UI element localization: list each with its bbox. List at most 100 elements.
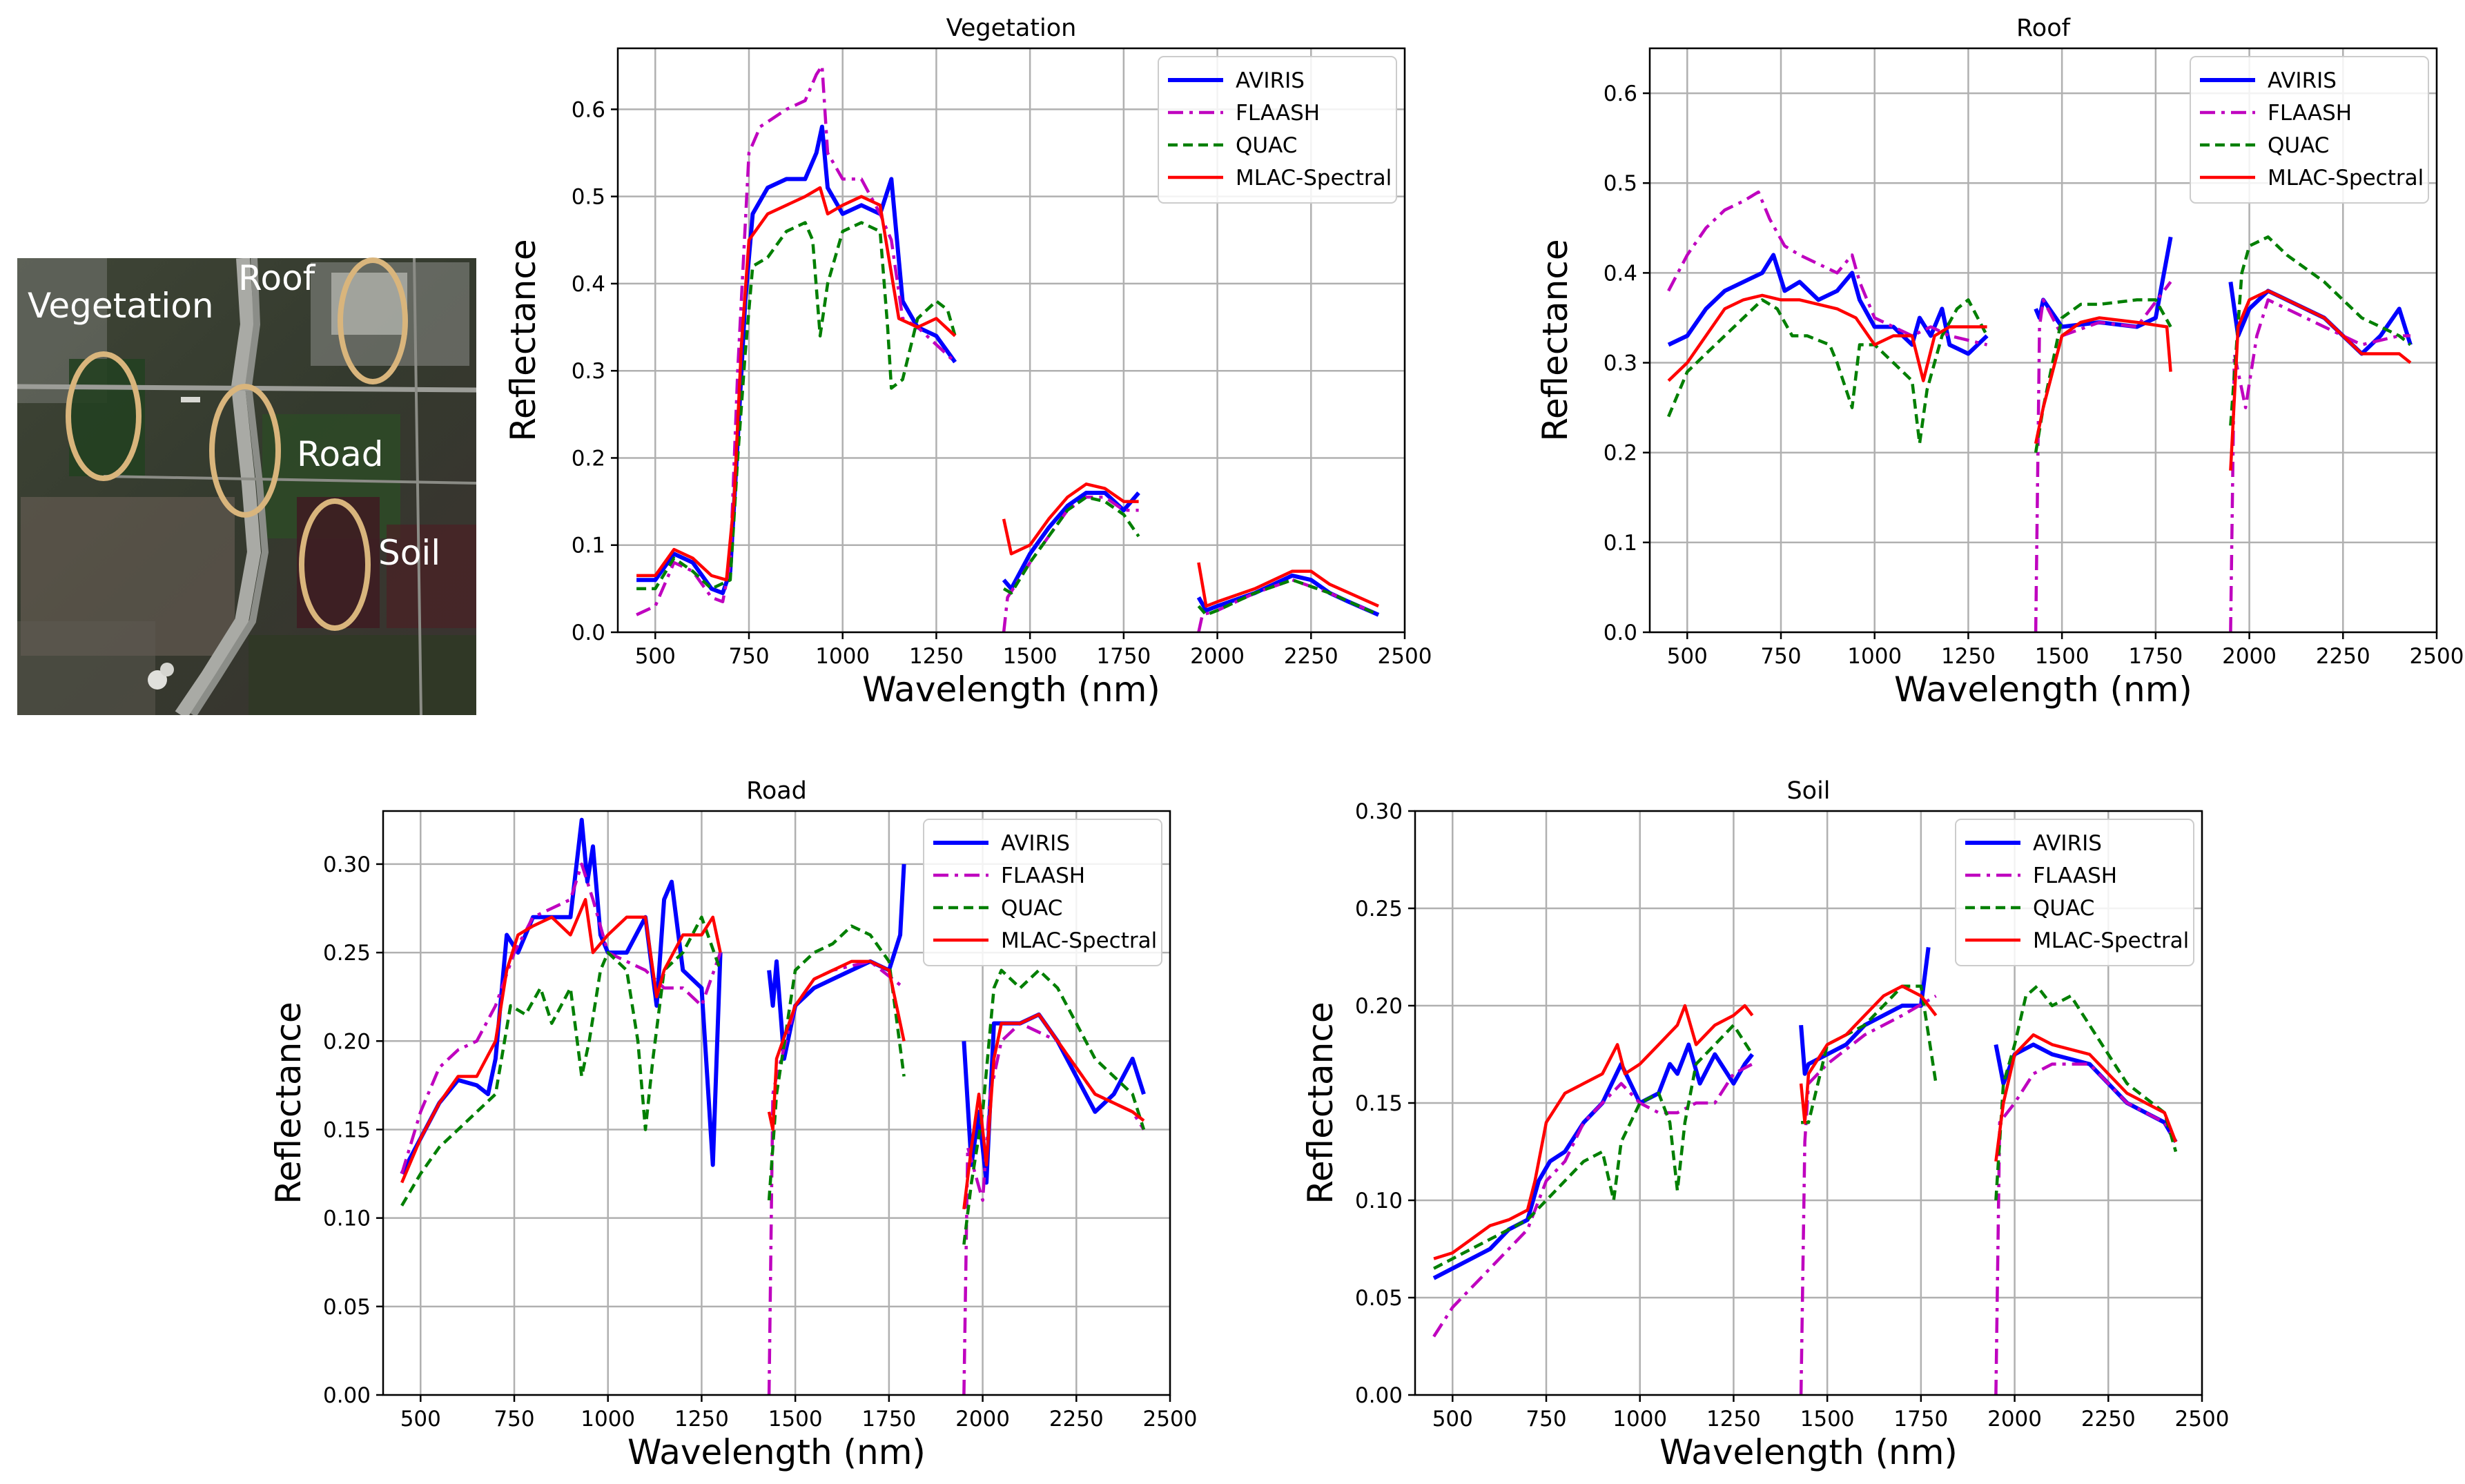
series-line-mlac-spectral xyxy=(1002,482,1139,556)
legend: AVIRIS FLAASH QUAC MLAC-Spectral xyxy=(2190,56,2429,204)
chart-title: Road xyxy=(746,777,807,805)
x-tick-label: 1500 xyxy=(768,1407,823,1432)
series-line-quac xyxy=(1667,298,1989,445)
x-tick-label: 2500 xyxy=(2410,644,2464,669)
image-label-roof: Roof xyxy=(238,258,316,298)
y-tick-label: 0.0 xyxy=(572,621,605,645)
y-tick-label: 0.25 xyxy=(323,941,371,966)
chart-soil: 500 750 1000 1250 1500 1750 2000 2250 2500 0.00 0.… xyxy=(1300,777,2229,1472)
x-axis-label: Wavelength (nm) xyxy=(1659,1432,1958,1472)
y-tick-label: 0.6 xyxy=(1604,81,1637,106)
x-tick-label: 2500 xyxy=(1143,1407,1198,1432)
series-line-quac xyxy=(1801,984,1938,1124)
x-tick-label: 500 xyxy=(1667,644,1708,669)
bright-roof-c xyxy=(181,397,200,402)
legend-label-quac: QUAC xyxy=(1001,896,1062,921)
bright-roof-a xyxy=(148,670,167,690)
road-ellipse xyxy=(209,384,281,518)
x-tick-label: 1000 xyxy=(815,644,870,669)
x-tick-label: 2250 xyxy=(1284,644,1338,669)
series-line-mlac-spectral xyxy=(1433,1004,1754,1260)
y-tick-label: 0.1 xyxy=(572,534,605,558)
series-line-aviris xyxy=(1799,947,1931,1076)
series-line-aviris xyxy=(1667,253,1989,356)
road-horizontal-2 xyxy=(103,475,476,485)
bright-roof-b xyxy=(160,663,174,676)
series-line-quac xyxy=(1197,578,1379,616)
series-line-flaash xyxy=(1799,994,1937,1395)
legend-label-flaash: FLAASH xyxy=(1001,863,1085,888)
x-tick-label: 1750 xyxy=(1096,644,1151,669)
x-tick-label: 1250 xyxy=(909,644,964,669)
soil-ellipse xyxy=(299,498,371,631)
legend-label-quac: QUAC xyxy=(2268,133,2329,158)
x-tick-label: 2000 xyxy=(2222,644,2277,669)
series-line-aviris xyxy=(767,863,906,1061)
series-line-mlac-spectral xyxy=(2229,289,2412,471)
x-tick-label: 1750 xyxy=(2128,644,2183,669)
x-tick-label: 2250 xyxy=(2081,1407,2136,1432)
x-tick-label: 1500 xyxy=(1003,644,1058,669)
legend-label-quac: QUAC xyxy=(1236,133,1297,158)
y-tick-label: 0.2 xyxy=(572,446,605,471)
y-tick-label: 0.2 xyxy=(1604,441,1637,466)
road-vertical xyxy=(413,258,422,715)
x-tick-label: 1750 xyxy=(861,1407,916,1432)
x-tick-label: 500 xyxy=(400,1407,441,1432)
x-tick-label: 1750 xyxy=(1893,1407,1948,1432)
legend-label-flaash: FLAASH xyxy=(2268,101,2352,126)
roof-ellipse xyxy=(338,257,408,384)
image-label-soil: Soil xyxy=(378,533,440,573)
image-label-road: Road xyxy=(297,434,383,474)
y-tick-label: 0.6 xyxy=(572,97,605,122)
legend-label-aviris: AVIRIS xyxy=(2033,831,2102,856)
legend-label-flaash: FLAASH xyxy=(2033,863,2117,888)
y-tick-label: 0.15 xyxy=(1355,1091,1403,1116)
x-tick-label: 1000 xyxy=(581,1407,635,1432)
y-axis-label: Reflectance xyxy=(269,1002,309,1204)
series-line-flaash xyxy=(636,64,957,616)
legend-label-mlac-spectral: MLAC-Spectral xyxy=(1236,166,1392,191)
x-tick-label: 1000 xyxy=(1847,644,1902,669)
y-tick-label: 0.00 xyxy=(323,1383,371,1408)
plot-frame xyxy=(1648,47,2438,634)
x-tick-label: 1250 xyxy=(674,1407,729,1432)
y-tick-label: 0.30 xyxy=(323,852,371,877)
y-tick-label: 0.3 xyxy=(572,359,605,384)
series-line-aviris xyxy=(1432,1042,1754,1280)
field-bottom xyxy=(249,635,476,715)
series-line-quac xyxy=(1994,984,2178,1201)
legend: AVIRIS FLAASH QUAC MLAC-Spectral xyxy=(1955,819,2194,966)
series-line-quac xyxy=(2229,235,2412,426)
series-line-mlac-spectral xyxy=(767,959,906,1131)
x-tick-label: 500 xyxy=(1432,1407,1473,1432)
x-axis-label: Wavelength (nm) xyxy=(862,670,1160,710)
plot-frame xyxy=(616,47,1406,634)
vegetation-ellipse xyxy=(66,351,142,481)
y-tick-label: 0.3 xyxy=(1604,351,1637,376)
y-tick-label: 0.0 xyxy=(1604,621,1637,645)
satellite-image-panel: Vegetation Roof Road Soil xyxy=(17,257,476,715)
chart-title: Vegetation xyxy=(946,14,1077,42)
y-tick-label: 0.4 xyxy=(1604,261,1637,286)
image-label-vegetation: Vegetation xyxy=(28,286,214,326)
residential-area-2 xyxy=(17,621,155,715)
y-tick-label: 0.20 xyxy=(323,1029,371,1054)
y-tick-label: 0.25 xyxy=(1355,897,1403,921)
series-line-flaash xyxy=(400,862,722,1175)
y-tick-label: 0.30 xyxy=(1355,799,1403,824)
chart-title: Soil xyxy=(1786,777,1830,805)
x-tick-label: 2250 xyxy=(1049,1407,1104,1432)
x-tick-label: 1500 xyxy=(1800,1407,1855,1432)
x-tick-label: 2000 xyxy=(1190,644,1245,669)
legend-label-flaash: FLAASH xyxy=(1236,101,1320,126)
y-tick-label: 0.4 xyxy=(572,272,605,297)
legend-box xyxy=(2190,56,2429,204)
series-line-aviris xyxy=(2034,236,2173,329)
y-tick-label: 0.10 xyxy=(1355,1189,1403,1213)
y-tick-label: 0.05 xyxy=(1355,1286,1403,1311)
x-tick-label: 750 xyxy=(728,644,769,669)
y-axis-label: Reflectance xyxy=(1535,239,1575,441)
chart-vegetation: 500 750 1000 1250 1500 1750 2000 2250 2500 0.0 0.1… xyxy=(503,14,1432,710)
